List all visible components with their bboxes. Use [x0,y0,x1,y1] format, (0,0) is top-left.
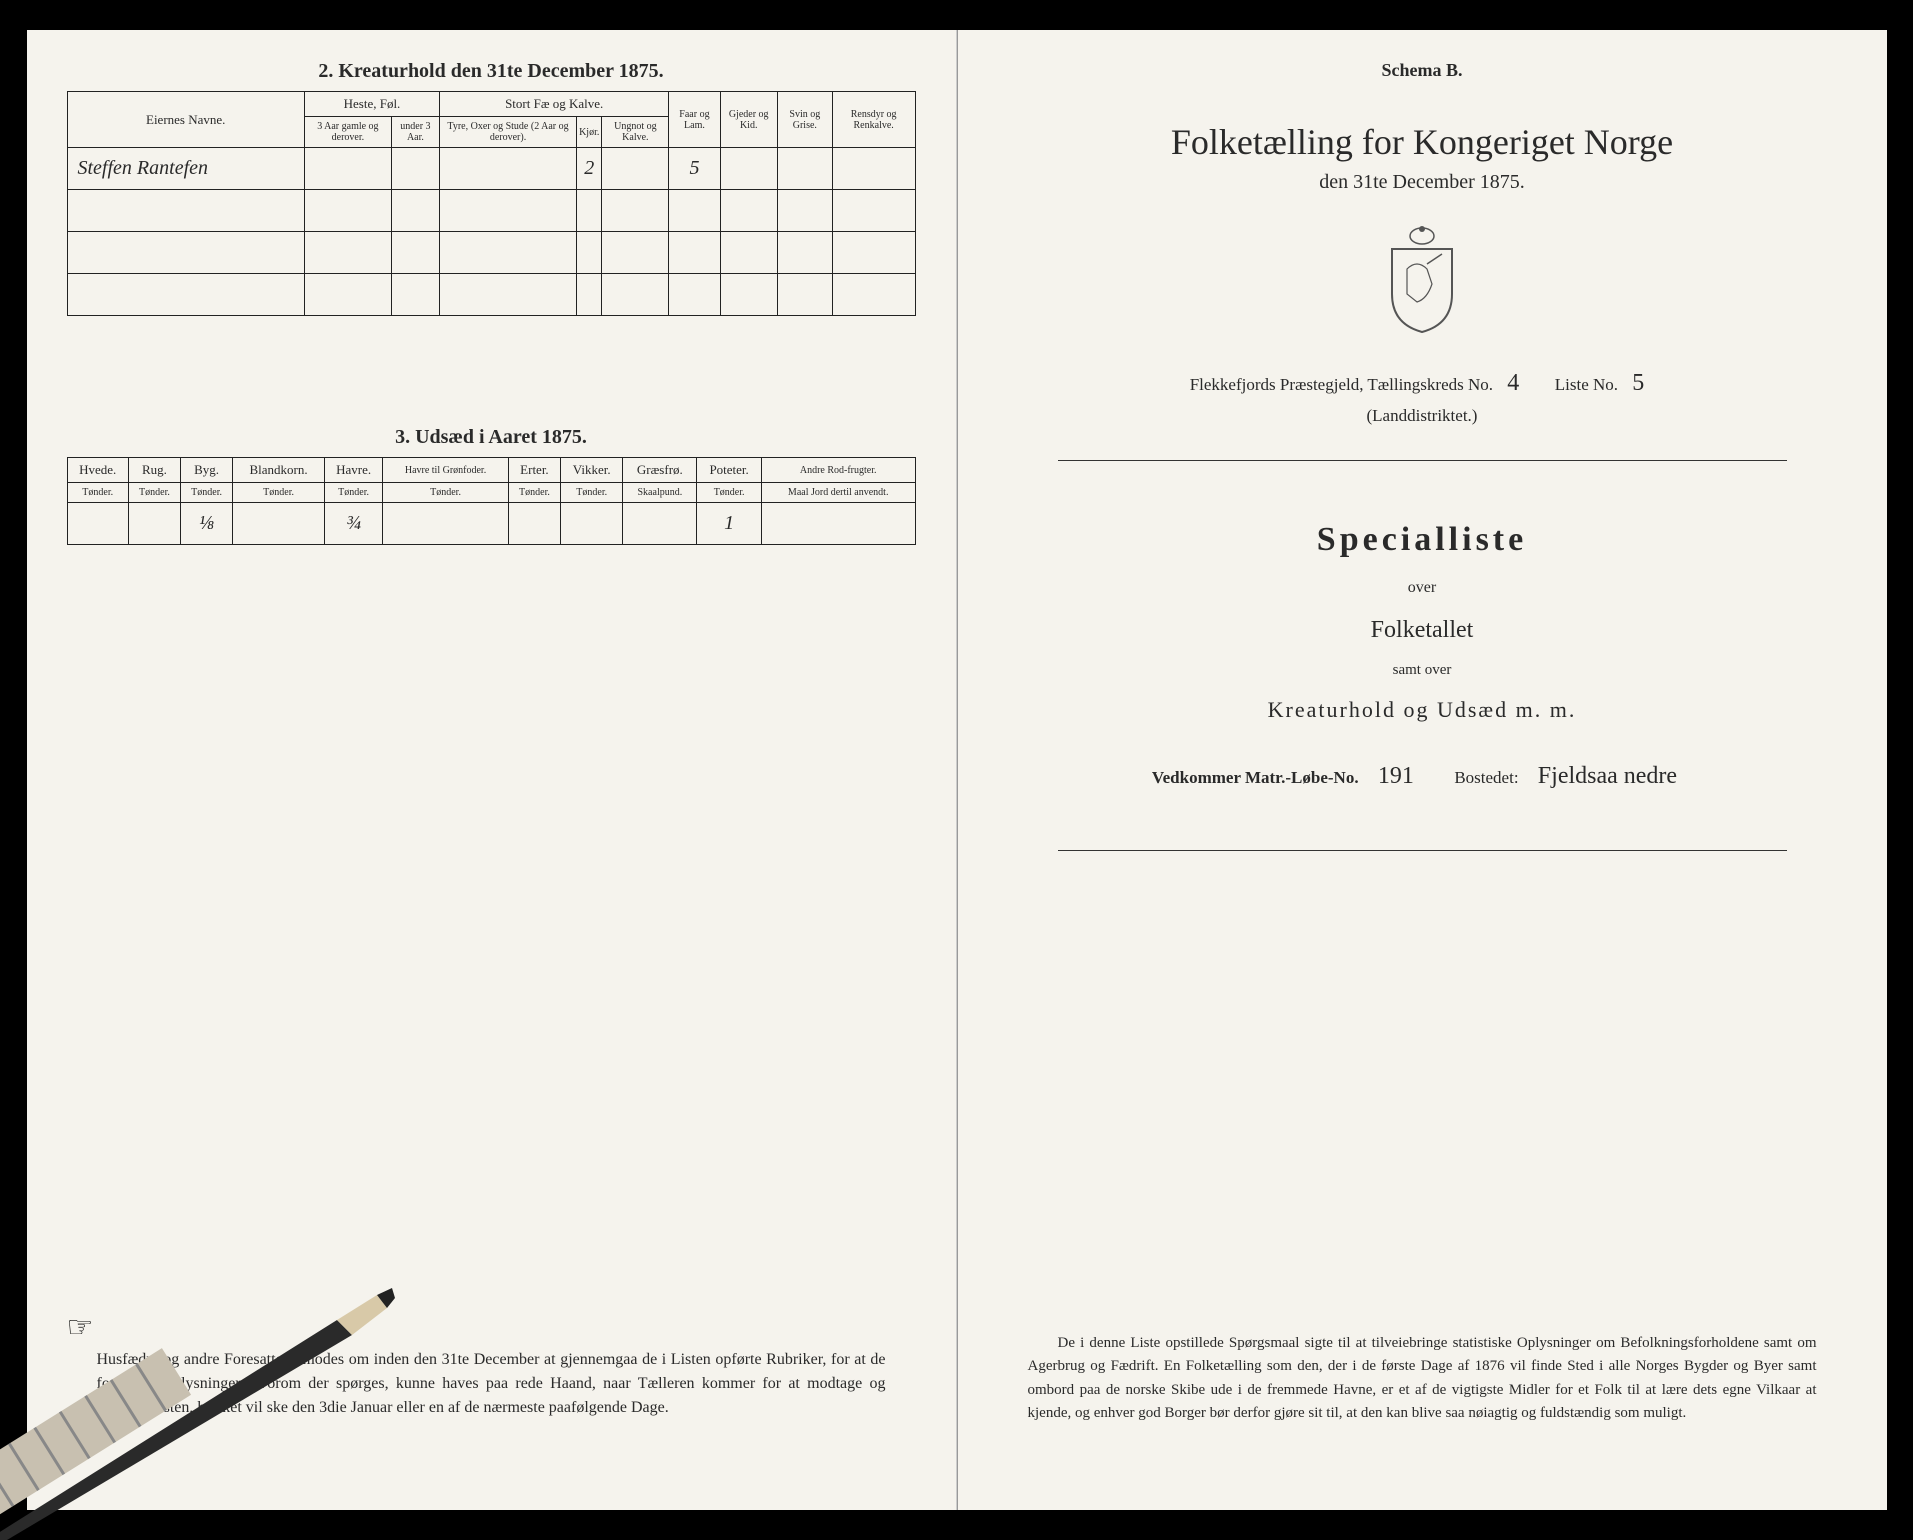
col-goats: Gjeder og Kid. [720,92,777,148]
right-page: Schema B. Folketælling for Kongeriget No… [957,30,1887,1510]
matr-label: Vedkommer Matr.-Løbe-No. [1152,768,1359,787]
book-spread: 2. Kreaturhold den 31te December 1875. E… [27,30,1887,1510]
col-pigs: Svin og Grise. [777,92,832,148]
val-barley: ⅛ [181,503,233,545]
bostedet-value: Fjeldsaa nedre [1523,763,1692,789]
census-title: Folketælling for Kongeriget Norge [998,121,1847,163]
col-sheep: Faar og Lam. [669,92,720,148]
val-potato: 1 [697,503,762,545]
table-row: Steffen Rantefen 2 5 [67,148,915,190]
matr-line: Vedkommer Matr.-Løbe-No. 191 Bostedet: F… [998,763,1847,790]
col-greenoats: Havre til Grønfoder. [383,458,509,483]
val-oats: ¾ [324,503,382,545]
col-wheat: Hvede. [67,458,128,483]
val-cows: 2 [577,148,602,190]
col-vetch: Vikker. [561,458,623,483]
schema-label: Schema B. [998,60,1847,81]
owner-name: Steffen Rantefen [67,148,304,190]
sub-under3: under 3 Aar. [391,117,439,148]
specialliste-title: Specialliste [998,521,1847,559]
liste-no: 5 [1622,370,1654,396]
coat-of-arms-icon [1377,224,1467,334]
divider [1058,460,1787,461]
left-footnote: Husfædre og andre Foresatte anmodes om i… [97,1348,886,1420]
census-date: den 31te December 1875. [998,171,1847,194]
col-roots: Andre Rod-frugter. [761,458,915,483]
col-grass: Græsfrø. [623,458,697,483]
sub-bulls: Tyre, Oxer og Stude (2 Aar og derover). [440,117,577,148]
table-row [67,232,915,274]
val-sheep: 5 [669,148,720,190]
pointing-hand-icon: ☞ [67,1310,94,1345]
table-row: ⅛ ¾ 1 [67,503,915,545]
parish-district: (Landdistriktet.) [1367,406,1478,425]
grp-cattle: Stort Fæ og Kalve. [440,92,669,117]
col-potato: Poteter. [697,458,762,483]
col-mixed: Blandkorn. [233,458,325,483]
kreds-no: 4 [1497,370,1529,396]
section3-title: 3. Udsæd i Aaret 1875. [67,426,916,449]
parish-line: Flekkefjords Præstegjeld, Tællingskreds … [998,364,1847,430]
col-owner: Eiernes Navne. [67,92,304,148]
parish-text: Flekkefjords Præstegjeld, Tællingskreds … [1190,375,1493,394]
sub-calves: Ungnot og Kalve. [602,117,669,148]
col-oats: Havre. [324,458,382,483]
divider [1058,850,1787,851]
livestock-table: Eiernes Navne. Heste, Føl. Stort Fæ og K… [67,91,916,316]
table-row [67,190,915,232]
folketallet-label: Folketallet [998,617,1847,644]
col-barley: Byg. [181,458,233,483]
samt-label: samt over [998,662,1847,679]
col-peas: Erter. [508,458,560,483]
kreatur-label: Kreaturhold og Udsæd m. m. [998,697,1847,723]
table-row [67,274,915,316]
liste-label: Liste No. [1555,375,1618,394]
grp-horses: Heste, Føl. [304,92,439,117]
sub-cows: Kjør. [577,117,602,148]
col-reindeer: Rensdyr og Renkalve. [832,92,915,148]
col-rye: Rug. [128,458,180,483]
right-footnote: De i denne Liste opstillede Spørgsmaal s… [1028,1332,1817,1425]
matr-no: 191 [1363,763,1429,789]
sub-3yr: 3 Aar gamle og derover. [304,117,391,148]
over-label: over [998,579,1847,597]
seed-table: Hvede. Rug. Byg. Blandkorn. Havre. Havre… [67,457,916,545]
left-page: 2. Kreaturhold den 31te December 1875. E… [27,30,957,1510]
bostedet-label: Bostedet: [1454,768,1518,787]
section2-title: 2. Kreaturhold den 31te December 1875. [67,60,916,83]
